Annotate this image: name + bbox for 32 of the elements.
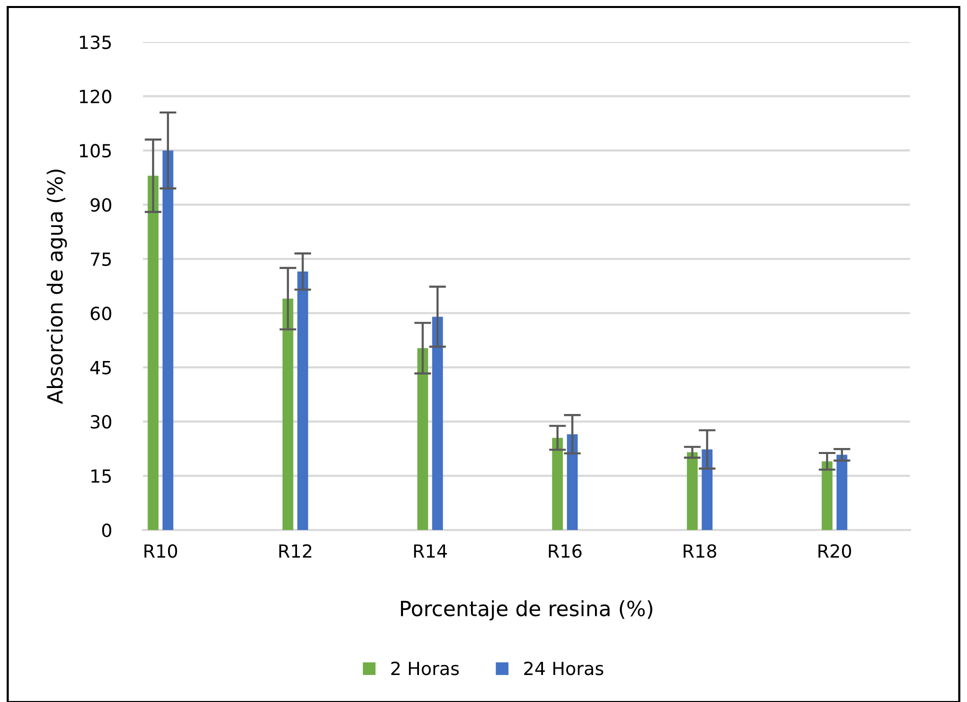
bar bbox=[822, 461, 832, 530]
x-tick-label: R18 bbox=[684, 544, 716, 558]
legend-label: 2 Horas bbox=[391, 662, 459, 676]
legend-label: 24 Horas bbox=[524, 662, 604, 676]
x-tick-label: R20 bbox=[818, 544, 852, 558]
bar bbox=[566, 434, 578, 530]
y-tick-label: 60 bbox=[90, 306, 112, 320]
bar bbox=[162, 150, 174, 530]
y-tick-label: 105 bbox=[80, 144, 111, 158]
y-tick-label: 120 bbox=[80, 90, 112, 104]
y-tick-label: 30 bbox=[90, 415, 112, 429]
bar bbox=[552, 438, 563, 530]
bar bbox=[836, 454, 848, 530]
bar bbox=[702, 449, 713, 530]
x-tick-label: R16 bbox=[548, 544, 582, 558]
y-tick-label: 135 bbox=[80, 35, 111, 50]
bar bbox=[686, 452, 698, 530]
x-axis-title: Porcentaje de resina (%) bbox=[400, 600, 652, 620]
y-axis-title: Absorcion de agua (%) bbox=[46, 170, 67, 404]
y-tick-label: 45 bbox=[90, 361, 111, 374]
x-tick-label: R12 bbox=[279, 544, 312, 558]
bar bbox=[417, 348, 428, 530]
x-tick-label: R10 bbox=[144, 544, 178, 558]
y-tick-label: 75 bbox=[90, 252, 111, 266]
bar bbox=[282, 298, 294, 530]
x-tick-label: R14 bbox=[414, 544, 447, 558]
bar bbox=[297, 272, 308, 530]
y-tick-label: 90 bbox=[90, 198, 112, 212]
bar bbox=[148, 176, 158, 530]
bar bbox=[432, 316, 443, 530]
y-tick-label: 15 bbox=[91, 469, 111, 483]
y-tick-label: 0 bbox=[102, 523, 112, 538]
